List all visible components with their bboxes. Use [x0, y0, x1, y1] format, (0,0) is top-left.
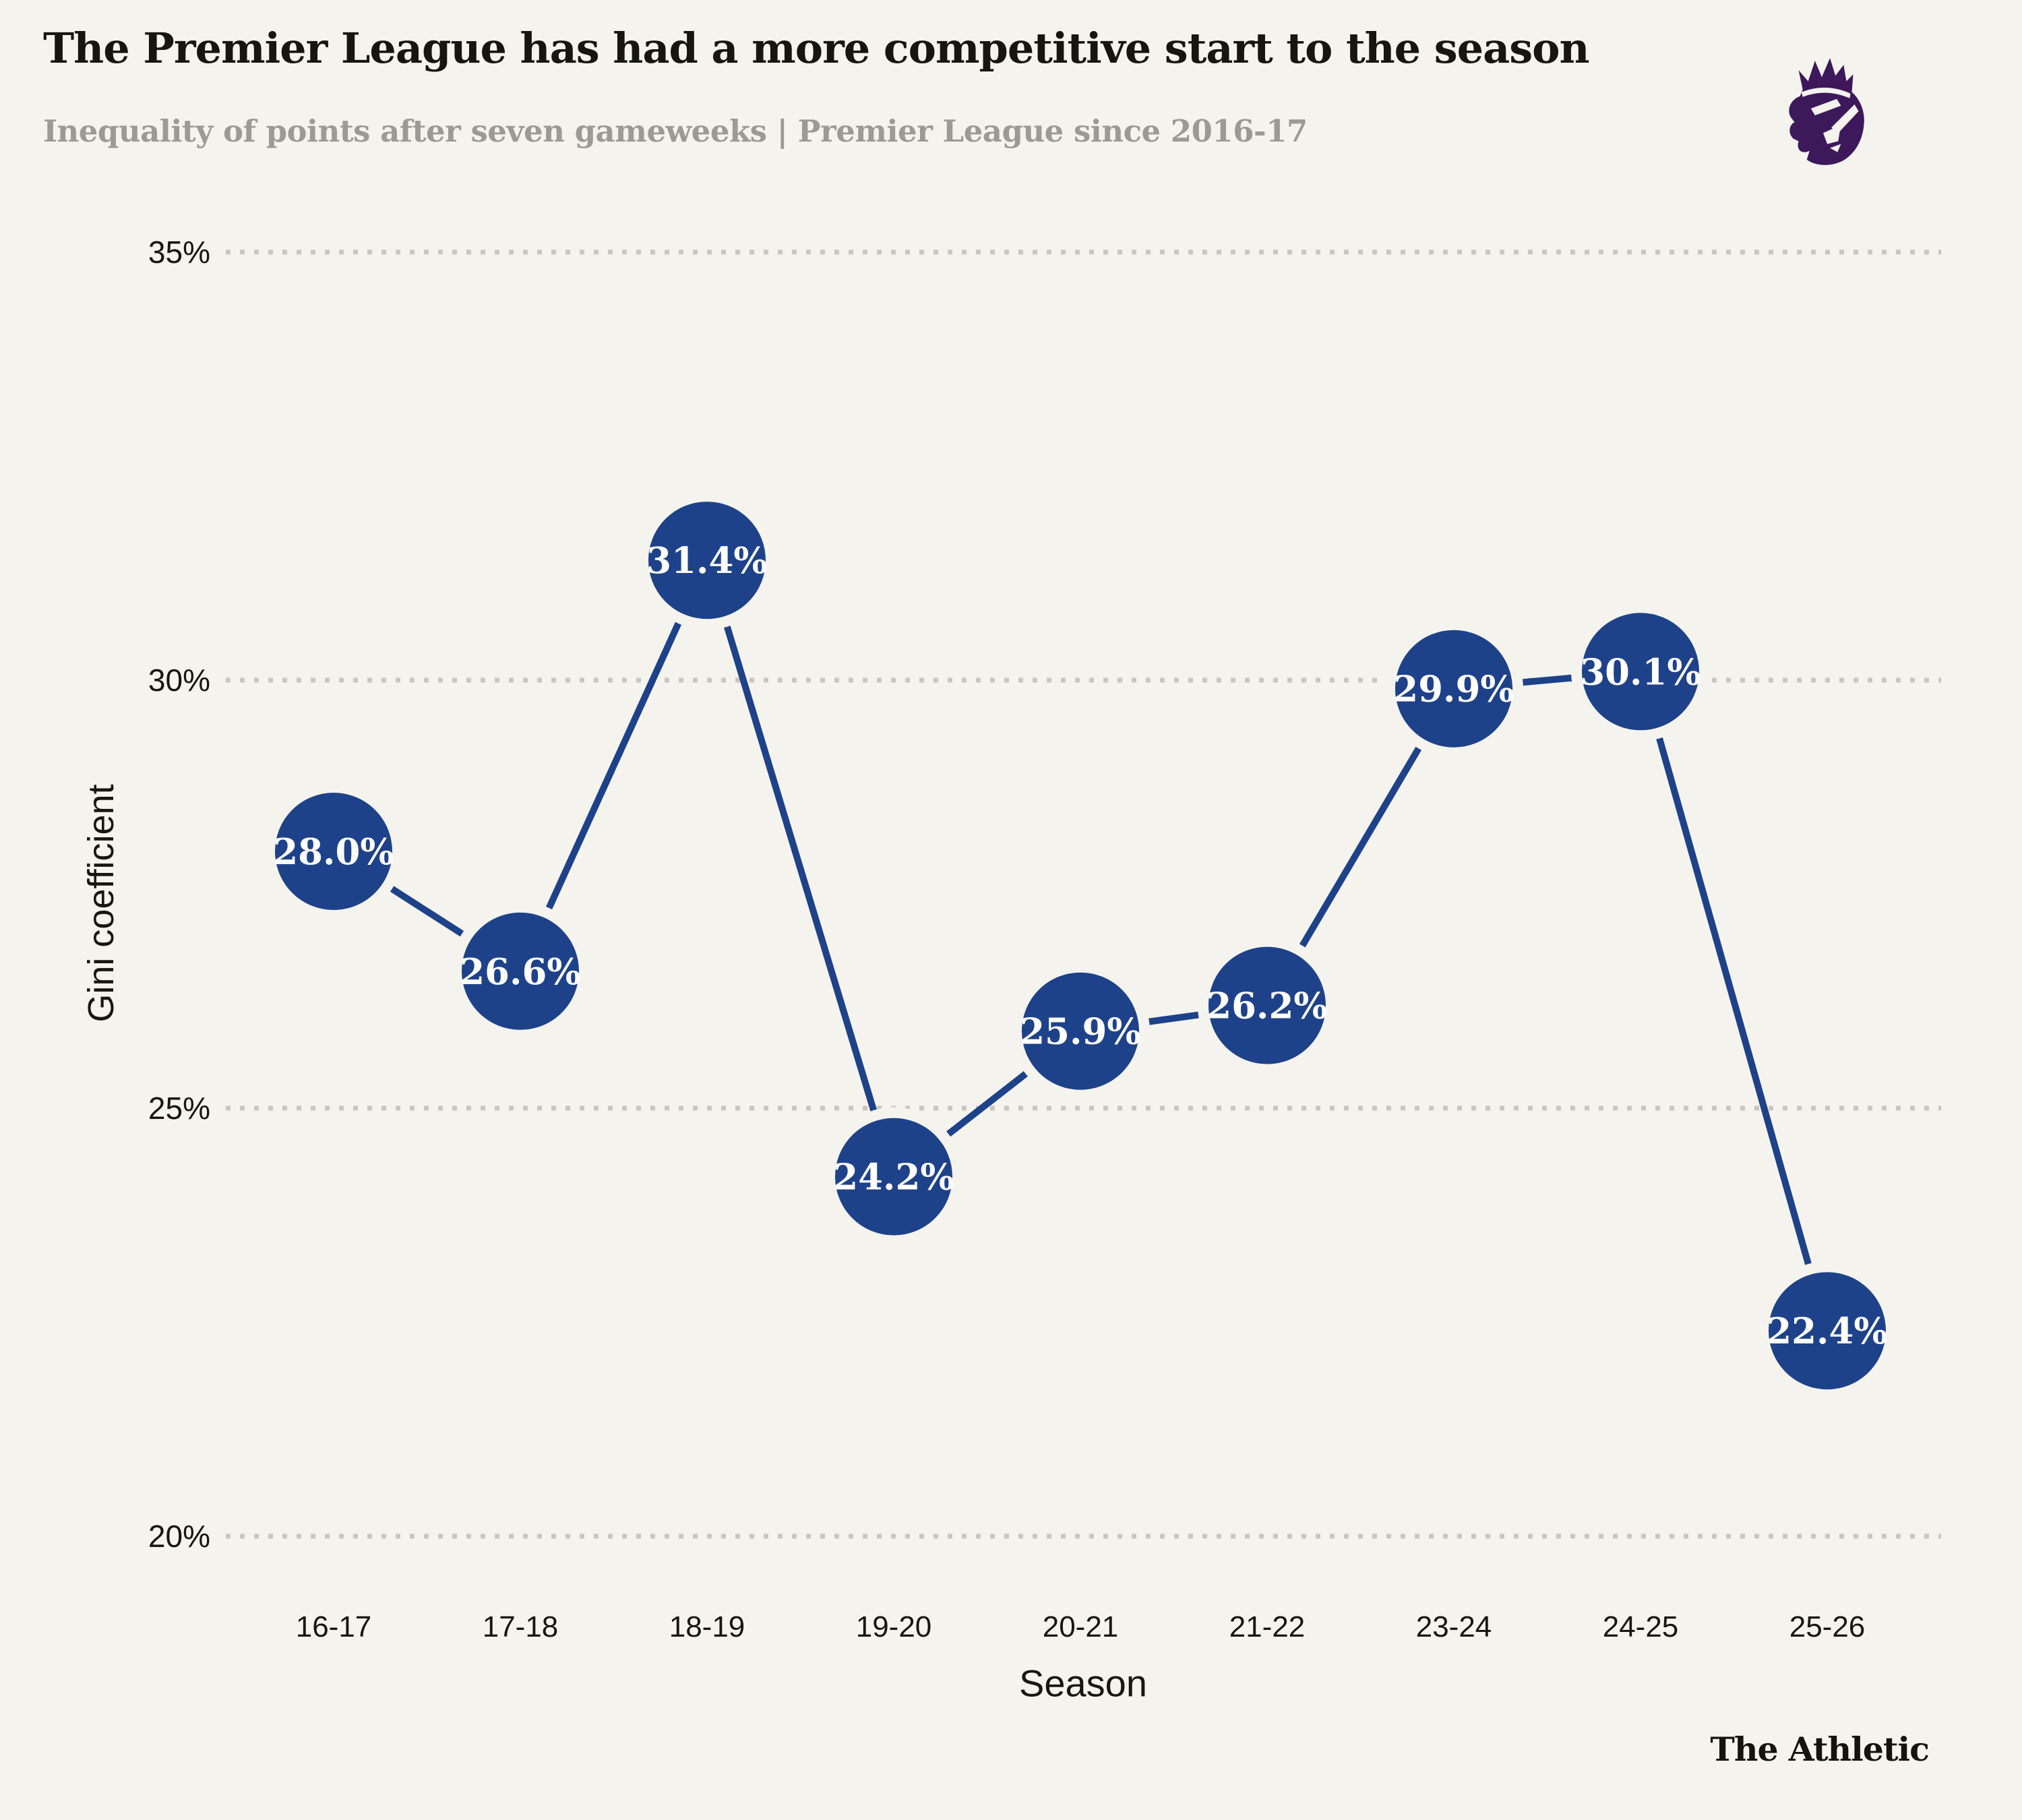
data-point-label-20-21: 25.9%	[1020, 1011, 1140, 1053]
x-tick-21-22: 21-22	[1229, 1610, 1306, 1643]
data-point-16-17	[264, 782, 403, 921]
premier-league-logo	[1778, 54, 1868, 169]
data-point-24-25	[1571, 602, 1710, 741]
data-point-25-26	[1758, 1261, 1897, 1401]
data-point-21-22	[1198, 936, 1337, 1075]
x-tick-19-20: 19-20	[856, 1610, 932, 1643]
x-tick-24-25: 24-25	[1603, 1610, 1679, 1643]
page-title: The Premier League has had a more compet…	[43, 24, 1590, 73]
data-point-19-20	[824, 1107, 963, 1246]
y-axis-title: Gini coefficient	[81, 784, 121, 1023]
x-tick-25-26: 25-26	[1789, 1610, 1866, 1643]
data-point-23-24	[1384, 619, 1523, 758]
x-tick-16-17: 16-17	[296, 1610, 372, 1643]
data-point-label-21-22: 26.2%	[1206, 985, 1327, 1027]
data-point-label-18-19: 31.4%	[646, 540, 767, 582]
data-point-label-19-20: 24.2%	[833, 1157, 954, 1199]
y-tick-25%: 25%	[148, 1091, 210, 1126]
y-tick-20%: 20%	[148, 1519, 210, 1554]
data-point-label-17-18: 26.6%	[460, 951, 580, 993]
lion-icon	[1789, 58, 1864, 165]
x-tick-23-24: 23-24	[1416, 1610, 1492, 1643]
chart-subtitle: Inequality of points after seven gamewee…	[43, 113, 1308, 149]
y-tick-35%: 35%	[148, 235, 210, 270]
data-point-label-23-24: 29.9%	[1393, 669, 1514, 710]
x-axis-title: Season	[1019, 1662, 1147, 1705]
x-tick-17-18: 17-18	[483, 1610, 559, 1643]
athletic-wordmark: The Athletic	[1710, 1730, 1930, 1769]
data-point-label-25-26: 22.4%	[1767, 1310, 1887, 1352]
x-tick-20-21: 20-21	[1043, 1610, 1119, 1643]
data-point-label-24-25: 30.1%	[1580, 651, 1701, 693]
data-point-20-21	[1011, 961, 1150, 1101]
x-tick-18-19: 18-19	[669, 1610, 745, 1643]
y-tick-30%: 30%	[148, 663, 210, 698]
data-point-17-18	[451, 901, 590, 1041]
data-point-label-16-17: 28.0%	[273, 831, 394, 873]
data-point-18-19	[638, 491, 776, 630]
